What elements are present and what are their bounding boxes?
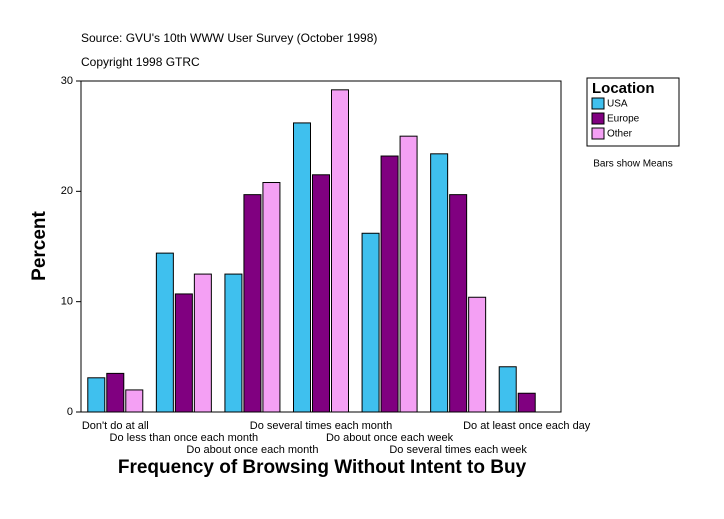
copyright: Copyright 1998 GTRC — [81, 55, 200, 69]
bar — [224, 273, 243, 413]
x-tick-label: Do less than once each month — [110, 432, 259, 444]
y-axis-label: Percent — [29, 210, 50, 280]
y-tick-label: 30 — [61, 75, 73, 87]
bar — [262, 182, 281, 413]
bar — [331, 89, 349, 413]
x-tick-label: Do about once each week — [326, 432, 454, 444]
x-tick-label: Don't do at all — [82, 420, 149, 432]
subtitle: Source: GVU's 10th WWW User Survey (Octo… — [81, 31, 377, 45]
bar — [399, 135, 418, 413]
bar — [243, 194, 262, 413]
bar — [430, 153, 449, 413]
legend-title: Location — [592, 80, 655, 97]
legend-label: Europe — [607, 114, 640, 125]
bar — [155, 252, 174, 413]
bar — [293, 122, 311, 413]
x-tick-label: Do at least once each day — [463, 420, 591, 432]
x-axis-label: Frequency of Browsing Without Intent to … — [118, 457, 527, 478]
bar — [312, 174, 330, 413]
note: Bars show Means — [593, 159, 672, 170]
bar — [380, 155, 399, 413]
x-tick-label: Do several times each month — [250, 420, 392, 432]
bar — [361, 232, 380, 413]
legend-swatch — [591, 97, 605, 110]
x-tick-label: Do several times each week — [389, 444, 527, 456]
bar — [517, 392, 536, 413]
y-tick-label: 20 — [61, 185, 73, 197]
y-tick-label: 0 — [67, 406, 73, 418]
bar — [193, 273, 212, 413]
bar — [174, 293, 193, 413]
bar — [468, 296, 487, 413]
bar — [106, 372, 125, 413]
bar — [449, 194, 468, 413]
bar — [498, 366, 517, 413]
y-tick-label: 10 — [61, 296, 73, 308]
legend-label: USA — [607, 99, 628, 110]
legend-swatch — [591, 112, 605, 125]
legend-swatch — [591, 127, 605, 140]
x-tick-label: Do about once each month — [186, 444, 318, 456]
bar — [125, 389, 144, 413]
legend-label: Other — [607, 129, 633, 140]
bar — [87, 377, 106, 413]
